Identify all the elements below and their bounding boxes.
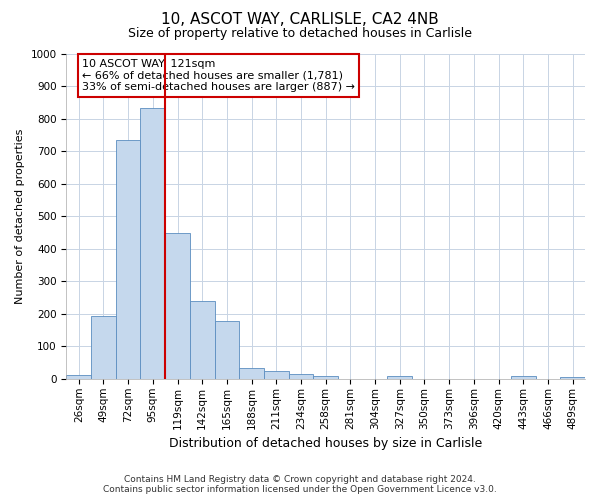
Bar: [264, 371, 289, 379]
Bar: [215, 321, 239, 379]
Text: Size of property relative to detached houses in Carlisle: Size of property relative to detached ho…: [128, 28, 472, 40]
Bar: [239, 368, 264, 379]
Bar: [313, 376, 338, 379]
Bar: [116, 140, 140, 379]
Text: 10 ASCOT WAY: 121sqm
← 66% of detached houses are smaller (1,781)
33% of semi-de: 10 ASCOT WAY: 121sqm ← 66% of detached h…: [82, 59, 355, 92]
Bar: [91, 316, 116, 379]
Bar: [165, 232, 190, 379]
Text: Contains HM Land Registry data © Crown copyright and database right 2024.
Contai: Contains HM Land Registry data © Crown c…: [103, 474, 497, 494]
Bar: [140, 108, 165, 379]
Bar: [560, 378, 585, 379]
Y-axis label: Number of detached properties: Number of detached properties: [15, 129, 25, 304]
Bar: [67, 375, 91, 379]
X-axis label: Distribution of detached houses by size in Carlisle: Distribution of detached houses by size …: [169, 437, 482, 450]
Bar: [388, 376, 412, 379]
Bar: [190, 301, 215, 379]
Bar: [289, 374, 313, 379]
Text: 10, ASCOT WAY, CARLISLE, CA2 4NB: 10, ASCOT WAY, CARLISLE, CA2 4NB: [161, 12, 439, 28]
Bar: [511, 376, 536, 379]
